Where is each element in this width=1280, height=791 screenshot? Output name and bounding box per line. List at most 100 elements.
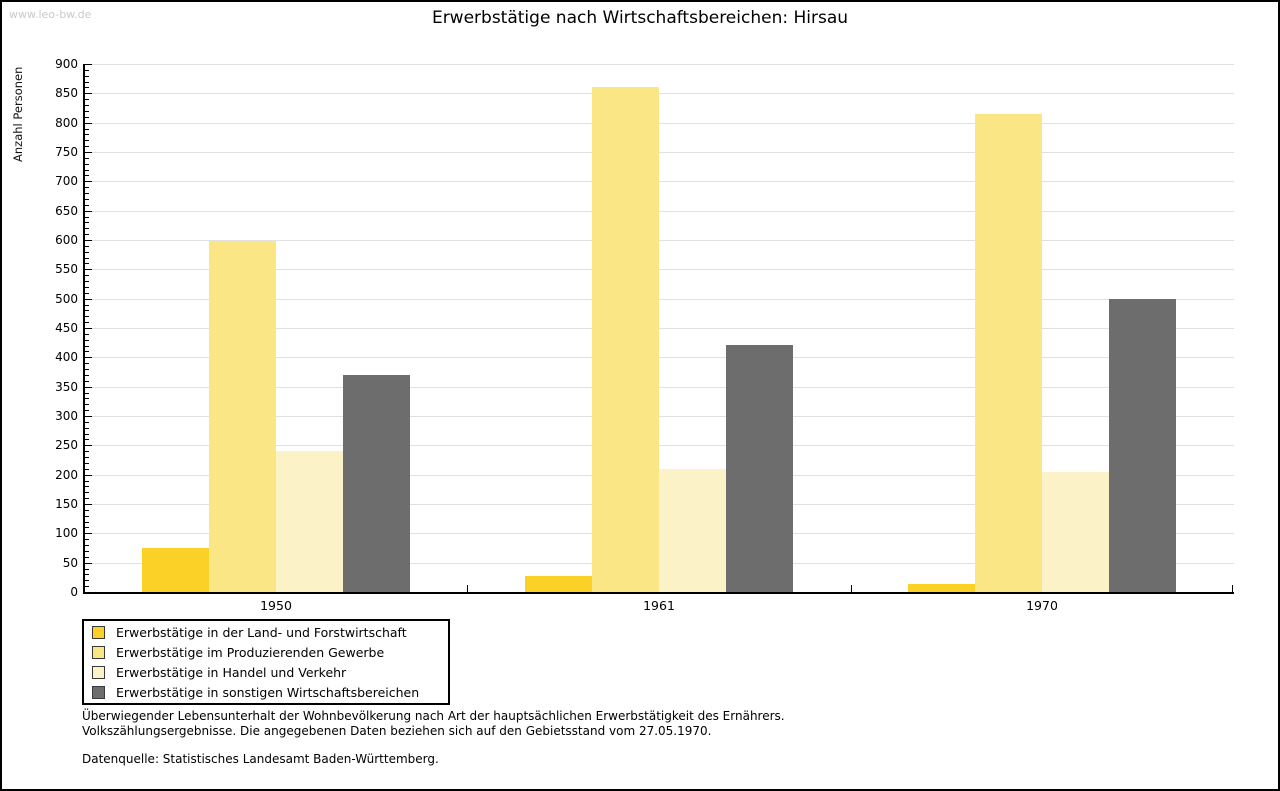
y-minor-tick xyxy=(85,111,89,112)
y-tick-label: 300 xyxy=(55,409,78,423)
bar-1950-series-1 xyxy=(142,548,209,592)
y-minor-tick xyxy=(85,457,89,458)
y-major-tick xyxy=(85,475,92,476)
x-tick-label-1970: 1970 xyxy=(1026,598,1058,613)
y-tick-label: 700 xyxy=(55,174,78,188)
y-minor-tick xyxy=(85,486,89,487)
y-tick-label: 600 xyxy=(55,233,78,247)
y-minor-tick xyxy=(85,76,89,77)
y-tick-label: 400 xyxy=(55,350,78,364)
y-minor-tick xyxy=(85,334,89,335)
y-minor-tick xyxy=(85,346,89,347)
bar-1970-series-3 xyxy=(1042,472,1109,592)
y-minor-tick xyxy=(85,70,89,71)
y-minor-tick xyxy=(85,580,89,581)
y-tick-label: 500 xyxy=(55,292,78,306)
y-minor-tick xyxy=(85,569,89,570)
y-tick-label: 450 xyxy=(55,321,78,335)
y-minor-tick xyxy=(85,451,89,452)
gridline xyxy=(86,93,1234,94)
y-minor-tick xyxy=(85,175,89,176)
gridline xyxy=(86,123,1234,124)
legend-label-1: Erwerbstätige in der Land- und Forstwirt… xyxy=(116,624,407,640)
y-minor-tick xyxy=(85,410,89,411)
y-minor-tick xyxy=(85,275,89,276)
gridline xyxy=(86,240,1234,241)
y-minor-tick xyxy=(85,170,89,171)
y-tick-label: 50 xyxy=(62,556,78,570)
y-minor-tick xyxy=(85,164,89,165)
gridline xyxy=(86,64,1234,65)
y-major-tick xyxy=(85,211,92,212)
y-major-tick xyxy=(85,269,92,270)
y-minor-tick xyxy=(85,393,89,394)
y-major-tick xyxy=(85,387,92,388)
footnote-line-1: Überwiegender Lebensunterhalt der Wohnbe… xyxy=(82,709,785,723)
y-minor-tick xyxy=(85,222,89,223)
y-major-tick xyxy=(85,123,92,124)
gridline xyxy=(86,152,1234,153)
y-minor-tick xyxy=(85,140,89,141)
y-axis-title: Anzahl Personen xyxy=(11,66,25,162)
y-minor-tick xyxy=(85,469,89,470)
y-tick-label: 900 xyxy=(55,57,78,71)
x-tick-label-1961: 1961 xyxy=(643,598,675,613)
y-tick-label: 350 xyxy=(55,380,78,394)
y-axis-line xyxy=(83,64,85,594)
y-minor-tick xyxy=(85,199,89,200)
y-minor-tick xyxy=(85,87,89,88)
y-minor-tick xyxy=(85,287,89,288)
y-minor-tick xyxy=(85,492,89,493)
y-minor-tick xyxy=(85,557,89,558)
y-major-tick xyxy=(85,533,92,534)
x-end-tick xyxy=(1232,585,1233,592)
y-minor-tick xyxy=(85,586,89,587)
gridline xyxy=(86,211,1234,212)
y-tick-label: 0 xyxy=(70,585,78,599)
y-minor-tick xyxy=(85,428,89,429)
y-minor-tick xyxy=(85,510,89,511)
y-minor-tick xyxy=(85,228,89,229)
y-minor-tick xyxy=(85,375,89,376)
x-boundary-tick xyxy=(851,585,852,592)
y-minor-tick xyxy=(85,463,89,464)
legend-row-2: Erwerbstätige im Produzierenden Gewerbe xyxy=(84,642,448,662)
y-minor-tick xyxy=(85,351,89,352)
y-minor-tick xyxy=(85,205,89,206)
x-axis-line xyxy=(83,592,1234,594)
y-tick-label: 100 xyxy=(55,526,78,540)
y-minor-tick xyxy=(85,234,89,235)
y-major-tick xyxy=(85,93,92,94)
watermark-text: www.leo-bw.de xyxy=(9,8,92,21)
legend-label-3: Erwerbstätige in Handel und Verkehr xyxy=(116,664,347,680)
y-minor-tick xyxy=(85,516,89,517)
legend-swatch-1 xyxy=(92,625,105,639)
y-minor-tick xyxy=(85,193,89,194)
y-minor-tick xyxy=(85,522,89,523)
y-tick-label: 200 xyxy=(55,468,78,482)
y-major-tick xyxy=(85,563,92,564)
y-minor-tick xyxy=(85,539,89,540)
y-minor-tick xyxy=(85,252,89,253)
y-minor-tick xyxy=(85,439,89,440)
x-boundary-tick xyxy=(467,585,468,592)
y-tick-label: 150 xyxy=(55,497,78,511)
gridline xyxy=(86,445,1234,446)
y-minor-tick xyxy=(85,322,89,323)
legend-row-3: Erwerbstätige in Handel und Verkehr xyxy=(84,662,448,682)
gridline xyxy=(86,299,1234,300)
gridline xyxy=(86,269,1234,270)
y-minor-tick xyxy=(85,310,89,311)
y-tick-label: 750 xyxy=(55,145,78,159)
gridline xyxy=(86,387,1234,388)
bar-1970-series-4 xyxy=(1109,299,1176,592)
legend-swatch-3 xyxy=(92,665,105,679)
chart-title: Erwerbstätige nach Wirtschaftsbereichen:… xyxy=(431,8,849,28)
y-minor-tick xyxy=(85,158,89,159)
data-source-note: Datenquelle: Statistisches Landesamt Bad… xyxy=(82,752,439,766)
bar-1970-series-2 xyxy=(975,114,1042,592)
legend-box: Erwerbstätige in der Land- und Forstwirt… xyxy=(82,619,450,705)
y-tick-label: 800 xyxy=(55,116,78,130)
bar-1961-series-3 xyxy=(659,469,726,592)
